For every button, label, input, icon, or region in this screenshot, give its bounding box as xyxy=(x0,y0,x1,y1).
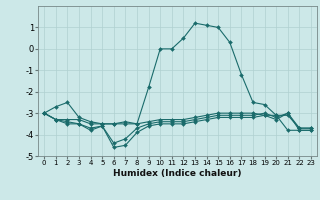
X-axis label: Humidex (Indice chaleur): Humidex (Indice chaleur) xyxy=(113,169,242,178)
